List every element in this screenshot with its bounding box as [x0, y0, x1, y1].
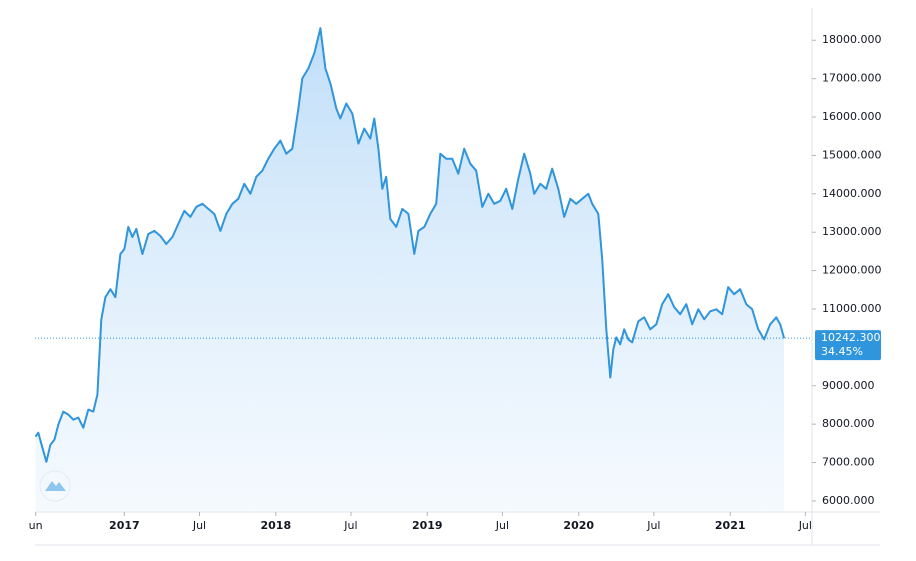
x-tick-label: 2020 [563, 519, 594, 532]
y-tick-label: 13000.000 [822, 225, 882, 238]
last-price-label: 10242.300 [821, 331, 881, 344]
y-tick-label: 7000.000 [822, 456, 875, 469]
y-tick-label: 17000.000 [822, 72, 882, 85]
change-label: 34.45% [821, 345, 863, 358]
y-tick-label: 6000.000 [822, 494, 875, 507]
x-tick-label: Jul [646, 519, 660, 532]
y-tick-label: 9000.000 [822, 379, 875, 392]
y-tick-label: 14000.000 [822, 187, 882, 200]
x-tick-label: Jul [495, 519, 509, 532]
y-tick-label: 8000.000 [822, 417, 875, 430]
x-tick-label: un [29, 519, 43, 532]
x-tick-label: 2017 [109, 519, 140, 532]
series [35, 27, 786, 512]
x-tick-label: 2018 [261, 519, 292, 532]
plot-layer: 6000.000 7000.000 8000.000 9000.000 11000.00… [29, 27, 882, 532]
y-tick-label: 12000.000 [822, 264, 882, 277]
y-tick-label: 11000.000 [822, 302, 882, 315]
area-fill [35, 28, 785, 512]
y-tick-label: 18000.000 [822, 33, 882, 46]
last-price-box [815, 330, 881, 361]
x-tick-label: Jul [798, 519, 812, 532]
y-tick-label: 15000.000 [822, 148, 882, 161]
y-tick-label: 16000.000 [822, 110, 882, 123]
x-tick-label: Jul [192, 519, 206, 532]
x-tick-label: Jul [343, 519, 357, 532]
price-line [35, 27, 786, 463]
x-tick-label: 2021 [715, 519, 746, 532]
x-tick-label: 2019 [412, 519, 443, 532]
